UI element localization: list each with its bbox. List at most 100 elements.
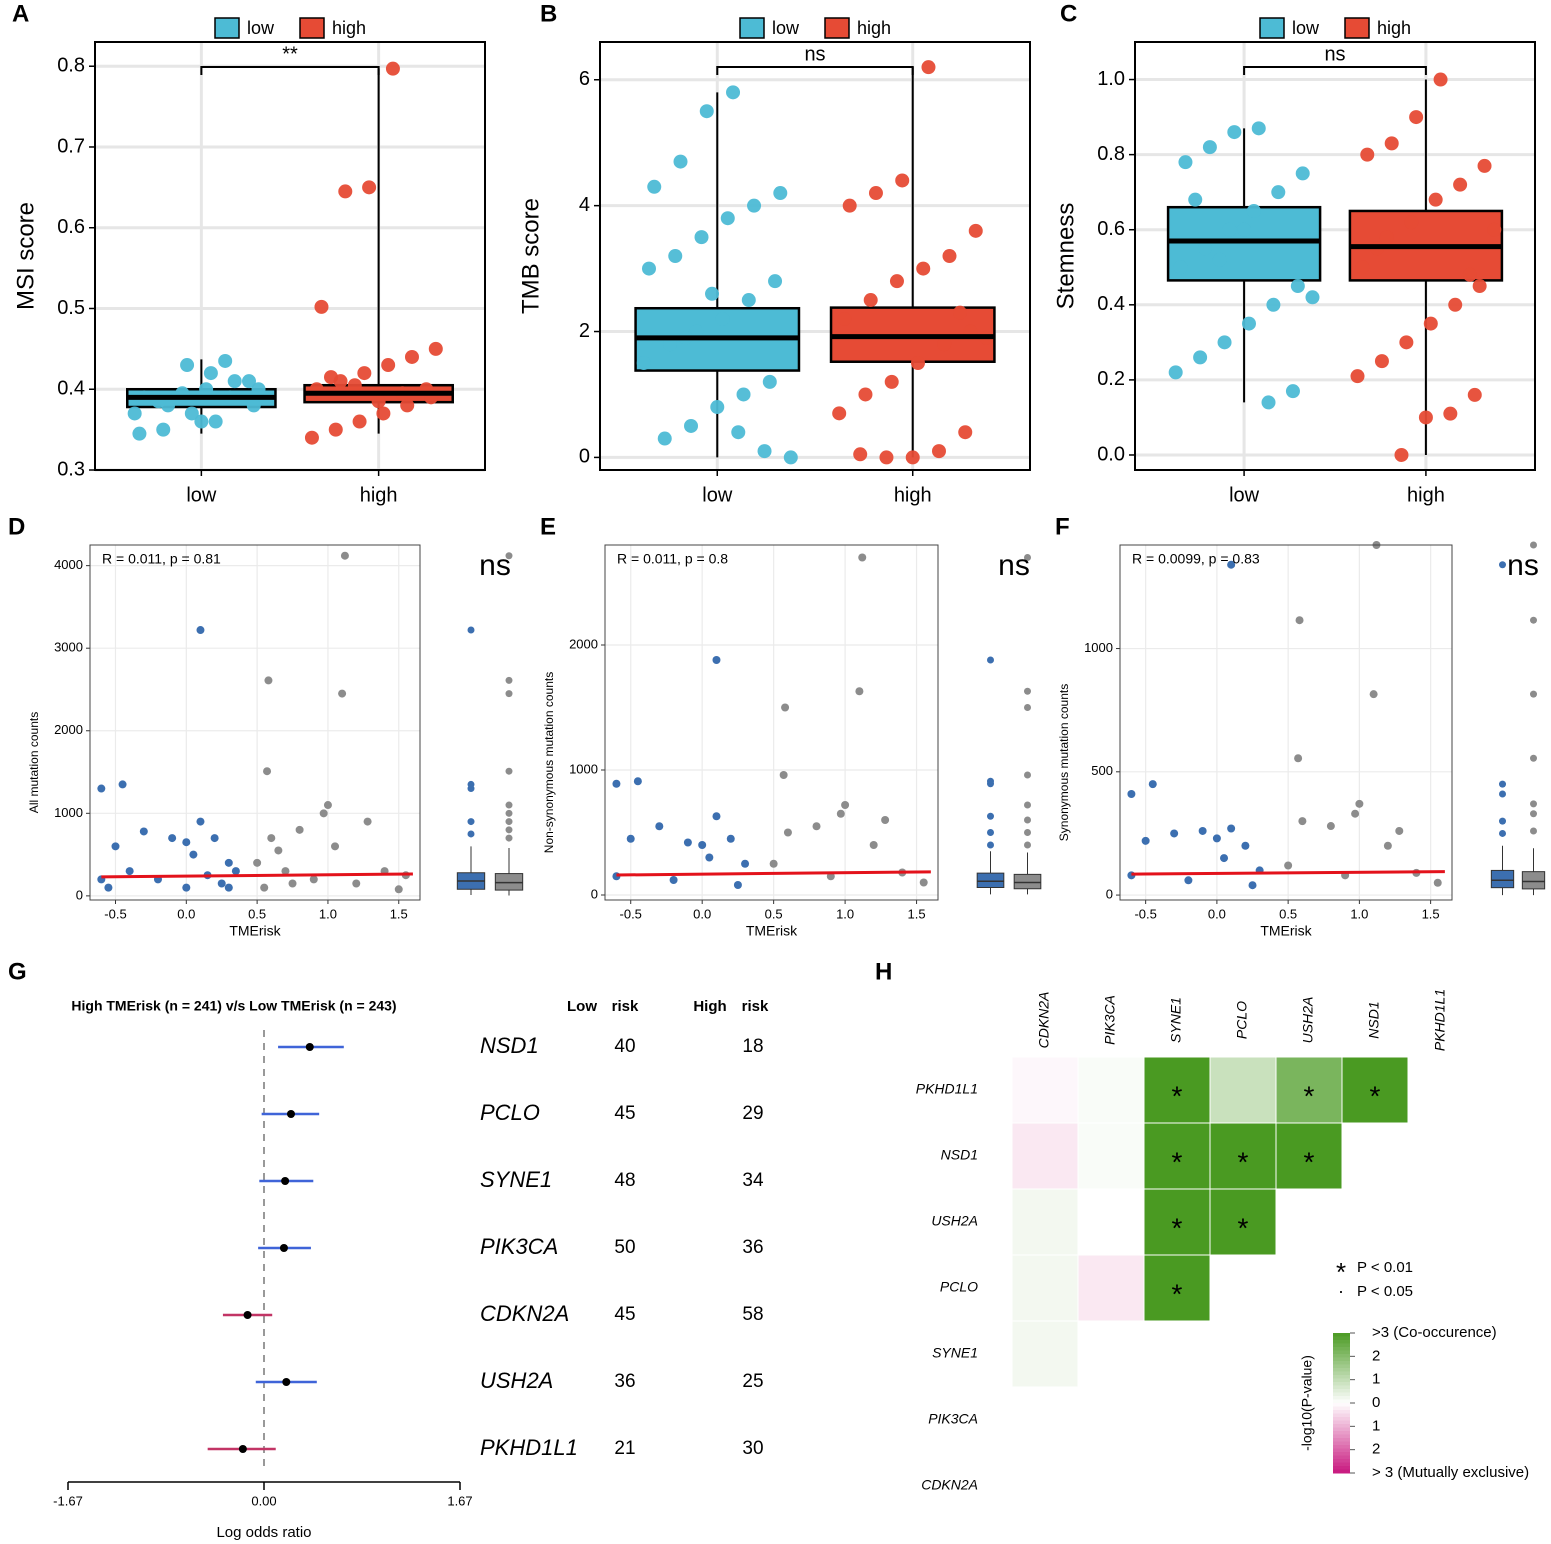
outlier xyxy=(505,834,513,842)
point xyxy=(712,812,721,821)
outlier xyxy=(987,829,994,836)
point xyxy=(1168,365,1183,380)
point xyxy=(689,324,704,339)
colorbar-step xyxy=(1333,1441,1350,1446)
point xyxy=(655,822,664,831)
outlier xyxy=(505,552,513,560)
point xyxy=(905,450,920,465)
point xyxy=(1294,754,1303,763)
low-count: 36 xyxy=(614,1371,635,1392)
point xyxy=(668,249,683,263)
signif-label: ns xyxy=(804,43,825,65)
point xyxy=(1369,690,1378,699)
point xyxy=(274,846,283,855)
outlier xyxy=(505,801,513,809)
outlier xyxy=(1499,817,1506,825)
point xyxy=(224,858,233,867)
cell-label: * xyxy=(1370,1080,1381,1111)
colorbar-tick-label: 0 xyxy=(1372,1394,1380,1411)
gene-label: USH2A xyxy=(480,1368,553,1393)
point xyxy=(1261,395,1276,410)
estimate xyxy=(282,1378,291,1386)
point xyxy=(712,656,721,664)
point xyxy=(1433,878,1442,887)
point xyxy=(741,293,756,308)
colorbar-step xyxy=(1333,1343,1350,1348)
outlier xyxy=(505,818,513,826)
point xyxy=(295,825,304,834)
legend-label: high xyxy=(857,18,891,38)
high-count: 36 xyxy=(742,1237,763,1258)
point xyxy=(371,394,386,409)
point xyxy=(842,198,857,213)
legend-swatch xyxy=(824,17,850,39)
point xyxy=(246,398,261,413)
point xyxy=(694,230,709,245)
point xyxy=(1212,834,1221,843)
point xyxy=(684,418,699,433)
point xyxy=(156,422,171,437)
x-tick-label: 0.5 xyxy=(765,906,783,921)
fit-line xyxy=(101,872,413,879)
point xyxy=(1193,350,1208,365)
forest-title: High TMErisk (n = 241) v/s Low TMErisk (… xyxy=(71,998,396,1014)
row-label: SYNE1 xyxy=(932,1345,978,1361)
cell xyxy=(1341,1056,1409,1124)
outlier xyxy=(1530,616,1537,624)
y-tick-label: 0.5 xyxy=(57,297,85,319)
cell xyxy=(1209,1122,1277,1190)
panel-letter: E xyxy=(540,513,556,540)
point xyxy=(853,447,868,462)
y-tick-label: 0 xyxy=(76,887,83,902)
point xyxy=(1472,279,1487,294)
point xyxy=(733,881,742,889)
y-tick-label: 0.4 xyxy=(1097,293,1125,315)
point xyxy=(1423,316,1438,331)
y-tick-label: 2000 xyxy=(569,636,598,651)
colorbar-tick-label: > 3 (Mutually exclusive) xyxy=(1372,1464,1529,1481)
row-label: CDKN2A xyxy=(921,1477,978,1493)
estimate xyxy=(243,1311,252,1319)
x-tick-label: 0.5 xyxy=(1279,906,1297,921)
point xyxy=(400,398,415,413)
point xyxy=(381,358,396,373)
colorbar-step xyxy=(1333,1462,1350,1467)
outlier xyxy=(1530,690,1537,698)
y-tick-label: 0.7 xyxy=(57,135,85,157)
point xyxy=(404,349,419,364)
point xyxy=(773,186,788,201)
point xyxy=(812,822,821,831)
point xyxy=(231,867,240,876)
point xyxy=(324,370,339,385)
point xyxy=(363,817,372,826)
point xyxy=(1284,861,1293,870)
point xyxy=(203,366,218,381)
point xyxy=(338,184,353,199)
outlier xyxy=(987,812,994,820)
x-tick-label: -0.5 xyxy=(620,906,642,921)
point xyxy=(196,626,205,635)
outlier xyxy=(1499,790,1506,798)
y-tick-label: 1000 xyxy=(569,761,598,776)
gene-label: PCLO xyxy=(480,1100,540,1125)
point xyxy=(241,374,256,389)
point xyxy=(726,834,735,843)
point xyxy=(288,879,297,888)
panel-letter: H xyxy=(875,958,892,985)
high-count: 58 xyxy=(742,1304,763,1325)
y-tick-label: 0.8 xyxy=(1097,143,1125,165)
point xyxy=(331,842,340,851)
outlier xyxy=(1024,704,1031,711)
point xyxy=(879,450,894,465)
legend-label: high xyxy=(1377,18,1411,38)
point xyxy=(281,867,290,876)
cell xyxy=(1011,1056,1079,1124)
y-tick-label: 2 xyxy=(579,320,590,342)
colorbar-step xyxy=(1333,1336,1350,1341)
point xyxy=(1251,121,1266,136)
point xyxy=(1399,335,1414,350)
point xyxy=(118,780,127,789)
point xyxy=(1178,155,1193,170)
panel-letter: B xyxy=(540,0,557,27)
point xyxy=(1409,110,1424,125)
